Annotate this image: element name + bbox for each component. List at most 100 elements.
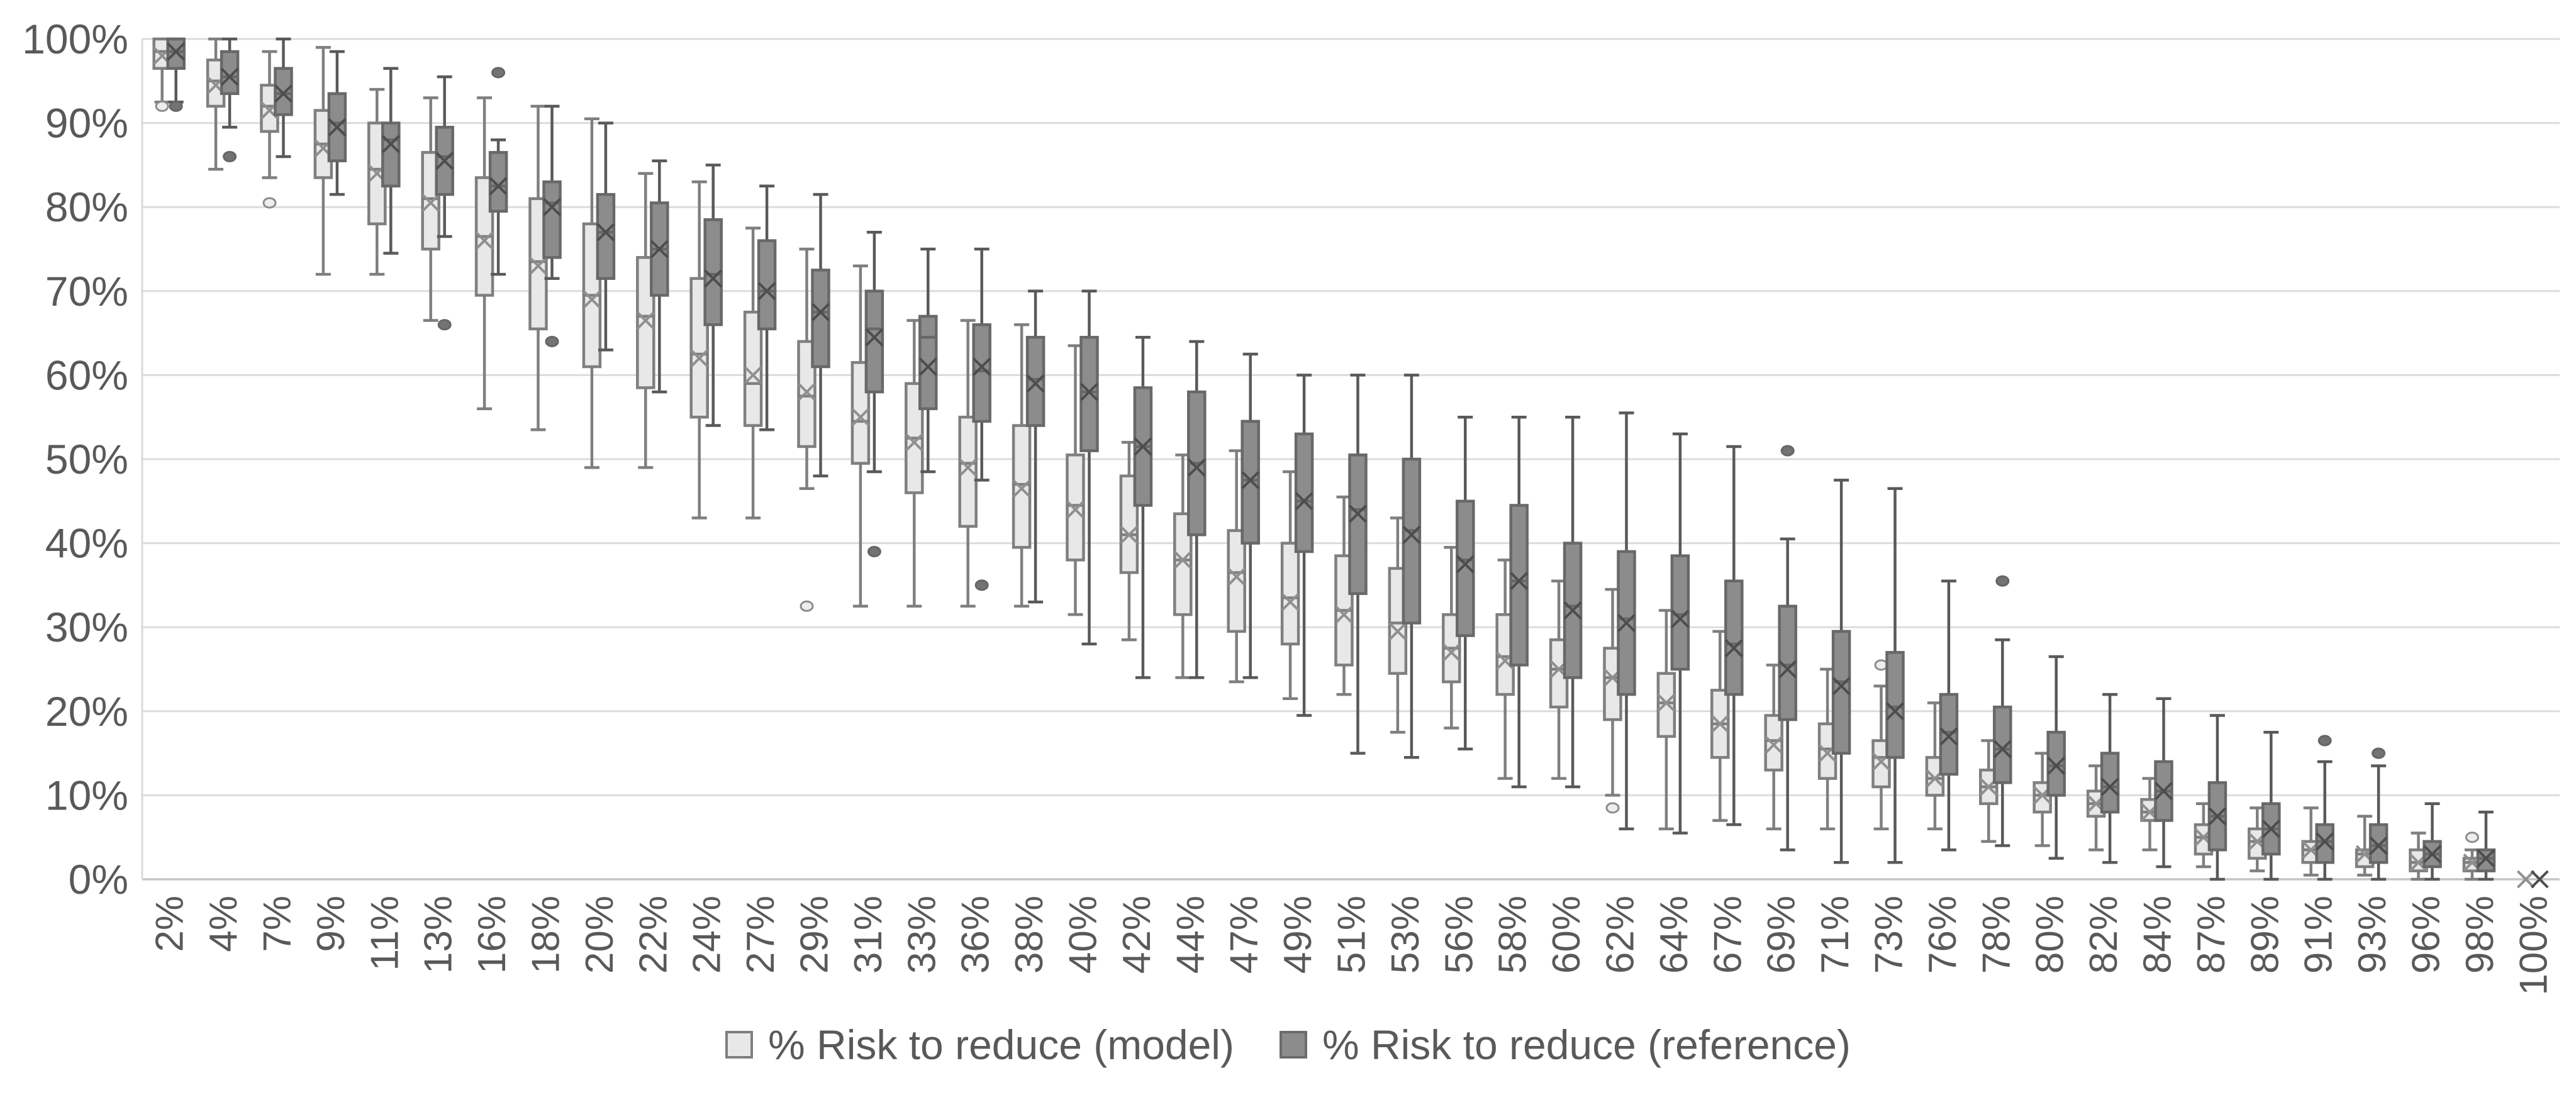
mean-marker [1241, 470, 1260, 489]
outlier-model-29% [800, 600, 814, 612]
mean-marker [1778, 660, 1797, 679]
iqr-box [2368, 823, 2389, 864]
box-reference-87% [2207, 714, 2228, 881]
x-tick-label: 22% [632, 896, 675, 974]
mean-marker [1187, 458, 1206, 477]
legend-label-model: % Risk to reduce (model) [768, 1021, 1234, 1068]
y-tick-label: 90% [45, 100, 128, 147]
box-reference-13% [435, 75, 454, 238]
box-reference-27% [757, 184, 777, 431]
mean-marker [1349, 504, 1367, 523]
x-tick-label: 89% [2243, 896, 2287, 974]
legend-item-model: % Risk to reduce (model) [725, 1024, 1234, 1065]
x-tick-label: 38% [1008, 896, 1051, 974]
mean-marker [1120, 525, 1139, 544]
box-reference-7% [274, 37, 293, 158]
iqr-box [1656, 672, 1676, 738]
box-model-100% [2516, 870, 2535, 889]
iqr-box [1280, 542, 1300, 646]
iqr-box [1925, 756, 1945, 797]
box-model-38% [1012, 323, 1032, 608]
y-tick-label: 10% [45, 772, 128, 818]
outlier-model-73% [1874, 659, 1888, 671]
x-tick-label: 49% [1276, 896, 1320, 974]
x-tick-label: 33% [900, 896, 944, 974]
box-reference-42% [1133, 336, 1153, 679]
x-tick-label: 58% [1492, 896, 1535, 974]
mean-marker [543, 197, 561, 216]
mean-marker [973, 357, 991, 376]
iqr-box [2315, 823, 2334, 864]
box-reference-82% [2100, 692, 2120, 864]
x-tick-label: 100% [2512, 896, 2555, 996]
box-reference-9% [327, 50, 347, 196]
box-model-24% [689, 180, 709, 520]
outlier-reference-4% [223, 151, 237, 163]
box-model-18% [528, 104, 548, 431]
mean-marker [2208, 807, 2227, 826]
mean-marker [381, 135, 400, 153]
mean-marker [2516, 870, 2535, 889]
y-tick-label: 20% [45, 688, 128, 735]
iqr-box [1348, 453, 1368, 596]
x-tick-label: 64% [1653, 896, 1696, 974]
series-reference [166, 37, 2549, 889]
mean-marker [798, 382, 816, 401]
mean-marker [1563, 601, 1582, 620]
outlier-reference-2% [169, 100, 183, 112]
mean-marker [328, 118, 347, 136]
mean-marker [1939, 727, 1958, 746]
box-reference-22% [650, 159, 669, 394]
iqr-box [1119, 474, 1139, 574]
iqr-box [1764, 714, 1783, 772]
mean-marker [1832, 677, 1851, 696]
x-tick-label: 2% [148, 896, 192, 952]
x-tick-label: 82% [2082, 896, 2126, 974]
x-tick-label: 7% [256, 896, 299, 952]
box-reference-44% [1187, 340, 1207, 679]
outlier-reference-93% [2372, 747, 2386, 759]
mean-marker [636, 311, 655, 330]
mean-marker [596, 223, 615, 242]
x-tick-label: 24% [686, 896, 729, 974]
box-reference-11% [381, 67, 401, 255]
box-model-16% [474, 96, 494, 411]
x-tick-label: 93% [2351, 896, 2394, 974]
y-tick-label: 30% [45, 604, 128, 650]
mean-marker [1710, 714, 1729, 733]
iqr-box [1241, 420, 1260, 545]
x-tick-label: 67% [1706, 896, 1749, 974]
iqr-box [166, 37, 186, 70]
outlier-model-7% [262, 197, 277, 209]
mean-marker [2261, 820, 2280, 838]
mean-marker [1080, 382, 1098, 401]
mean-marker [220, 67, 239, 86]
mean-marker [2100, 777, 2119, 796]
mean-marker [421, 194, 440, 212]
mean-marker [905, 433, 923, 452]
box-reference-78% [1993, 638, 2012, 847]
x-tick-label: 42% [1115, 896, 1159, 974]
x-tick-label: 78% [1975, 896, 2018, 974]
mean-marker [1066, 500, 1084, 519]
legend-swatch-model-icon [725, 1031, 754, 1059]
mean-marker [1227, 567, 1246, 586]
mean-marker [851, 408, 870, 426]
box-reference-38% [1025, 289, 1045, 604]
outlier-reference-18% [545, 335, 559, 347]
iqr-box [1066, 453, 1085, 562]
mean-marker [529, 257, 547, 275]
y-tick-label: 70% [45, 268, 128, 314]
x-tick-label: 16% [471, 896, 514, 974]
legend-swatch-reference-icon [1279, 1031, 1307, 1059]
mean-marker [1388, 622, 1407, 641]
y-tick-label: 80% [45, 184, 128, 230]
box-model-20% [582, 117, 602, 469]
box-reference-29% [811, 192, 830, 477]
series-model [152, 37, 2535, 889]
box-reference-31% [864, 231, 884, 474]
x-tick-label: 44% [1169, 896, 1212, 974]
box-reference-76% [1939, 579, 1959, 852]
x-tick-label: 4% [202, 896, 245, 952]
